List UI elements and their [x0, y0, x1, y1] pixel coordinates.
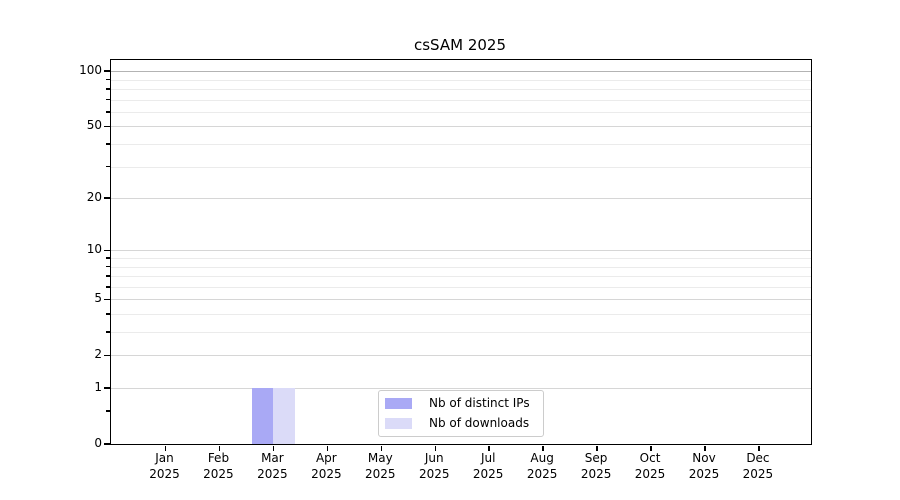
legend-swatch-distinct-ips-icon [385, 398, 412, 409]
x-tick [758, 445, 760, 451]
x-tick [434, 445, 436, 451]
x-tick-label: Feb 2025 [203, 451, 234, 481]
gridline-major [111, 126, 811, 128]
y-tick-label: 50 [86, 118, 102, 133]
x-tick [488, 445, 490, 451]
gridline-minor [111, 144, 811, 145]
x-tick [380, 445, 383, 451]
y-tick-label: 10 [86, 242, 102, 257]
y-tick-minor [105, 143, 110, 145]
gridline-minor [111, 266, 811, 268]
y-tick-label: 1 [94, 380, 102, 394]
bar-distinct-ips [251, 388, 274, 444]
x-tick-label: Dec 2025 [742, 451, 774, 481]
legend-label-distinct-ips: Nb of distinct IPs [429, 396, 530, 410]
y-tick-minor [105, 78, 110, 81]
y-tick-minor [105, 410, 110, 412]
y-tick-label: 0 [94, 436, 102, 450]
x-tick-label: Oct 2025 [634, 451, 666, 481]
x-tick-label: Sep 2025 [580, 451, 612, 481]
y-tick-major [103, 70, 110, 72]
y-tick-minor [105, 313, 110, 315]
gridline-major [111, 71, 811, 73]
chart-title: csSAM 2025 [413, 36, 506, 54]
gridline-minor [111, 286, 811, 288]
y-tick-minor [105, 98, 110, 101]
legend-item-downloads: Nb of downloads [385, 415, 537, 432]
x-tick-label: Mar 2025 [257, 451, 288, 481]
y-tick-major [103, 443, 110, 445]
x-tick [272, 445, 275, 451]
gridline-minor [111, 276, 811, 278]
y-tick-label: 2 [94, 347, 102, 362]
legend-swatch-downloads-icon [385, 418, 412, 429]
y-tick-major [103, 125, 110, 128]
x-tick-label: Apr 2025 [311, 451, 342, 481]
y-tick-minor [105, 275, 110, 277]
gridline-minor [111, 257, 811, 259]
gridline-minor [111, 79, 811, 81]
legend-label-downloads: Nb of downloads [429, 416, 530, 430]
y-tick-minor [105, 331, 110, 333]
plot-area: Nb of distinct IPs Nb of downloads [103, 59, 812, 451]
y-tick-minor [105, 88, 110, 90]
x-tick [218, 445, 221, 451]
y-tick-major [103, 298, 110, 300]
bar-downloads [273, 388, 295, 444]
x-tick [542, 445, 544, 451]
gridline-minor [111, 332, 811, 333]
y-tick-minor [105, 265, 110, 268]
y-tick-minor [105, 257, 110, 259]
gridline-minor [111, 111, 811, 113]
y-tick-label: 20 [86, 190, 102, 205]
x-tick-label: May 2025 [365, 451, 396, 481]
x-tick-label: Nov 2025 [688, 451, 720, 481]
x-tick-label: Jan 2025 [149, 451, 180, 481]
gridline-major [111, 388, 811, 389]
gridline-major [111, 250, 811, 252]
x-tick [650, 445, 652, 451]
x-tick [164, 445, 167, 451]
legend: Nb of distinct IPs Nb of downloads [378, 390, 544, 437]
x-tick [596, 445, 598, 451]
x-tick-label: Aug 2025 [526, 451, 558, 481]
gridline-major [111, 355, 811, 357]
gridline-major [111, 198, 811, 200]
y-tick-minor [105, 165, 110, 168]
gridline-minor [111, 89, 811, 90]
gridline-minor [111, 99, 811, 101]
x-tick-label: Jul 2025 [472, 451, 504, 481]
y-tick-major [103, 249, 110, 252]
gridline-major [111, 299, 811, 301]
gridline-minor [111, 313, 811, 315]
y-tick-label: 5 [94, 291, 102, 306]
y-tick-label: 100 [79, 63, 102, 78]
x-tick [326, 445, 329, 451]
y-tick-major [103, 354, 110, 356]
gridline-minor [111, 166, 811, 168]
x-tick [704, 445, 706, 451]
y-tick-minor [105, 286, 110, 288]
legend-item-distinct-ips: Nb of distinct IPs [385, 395, 537, 412]
y-tick-major [103, 387, 110, 389]
x-tick-label: Jun 2025 [418, 451, 450, 481]
y-tick-minor [105, 111, 110, 113]
y-tick-major [103, 197, 110, 199]
